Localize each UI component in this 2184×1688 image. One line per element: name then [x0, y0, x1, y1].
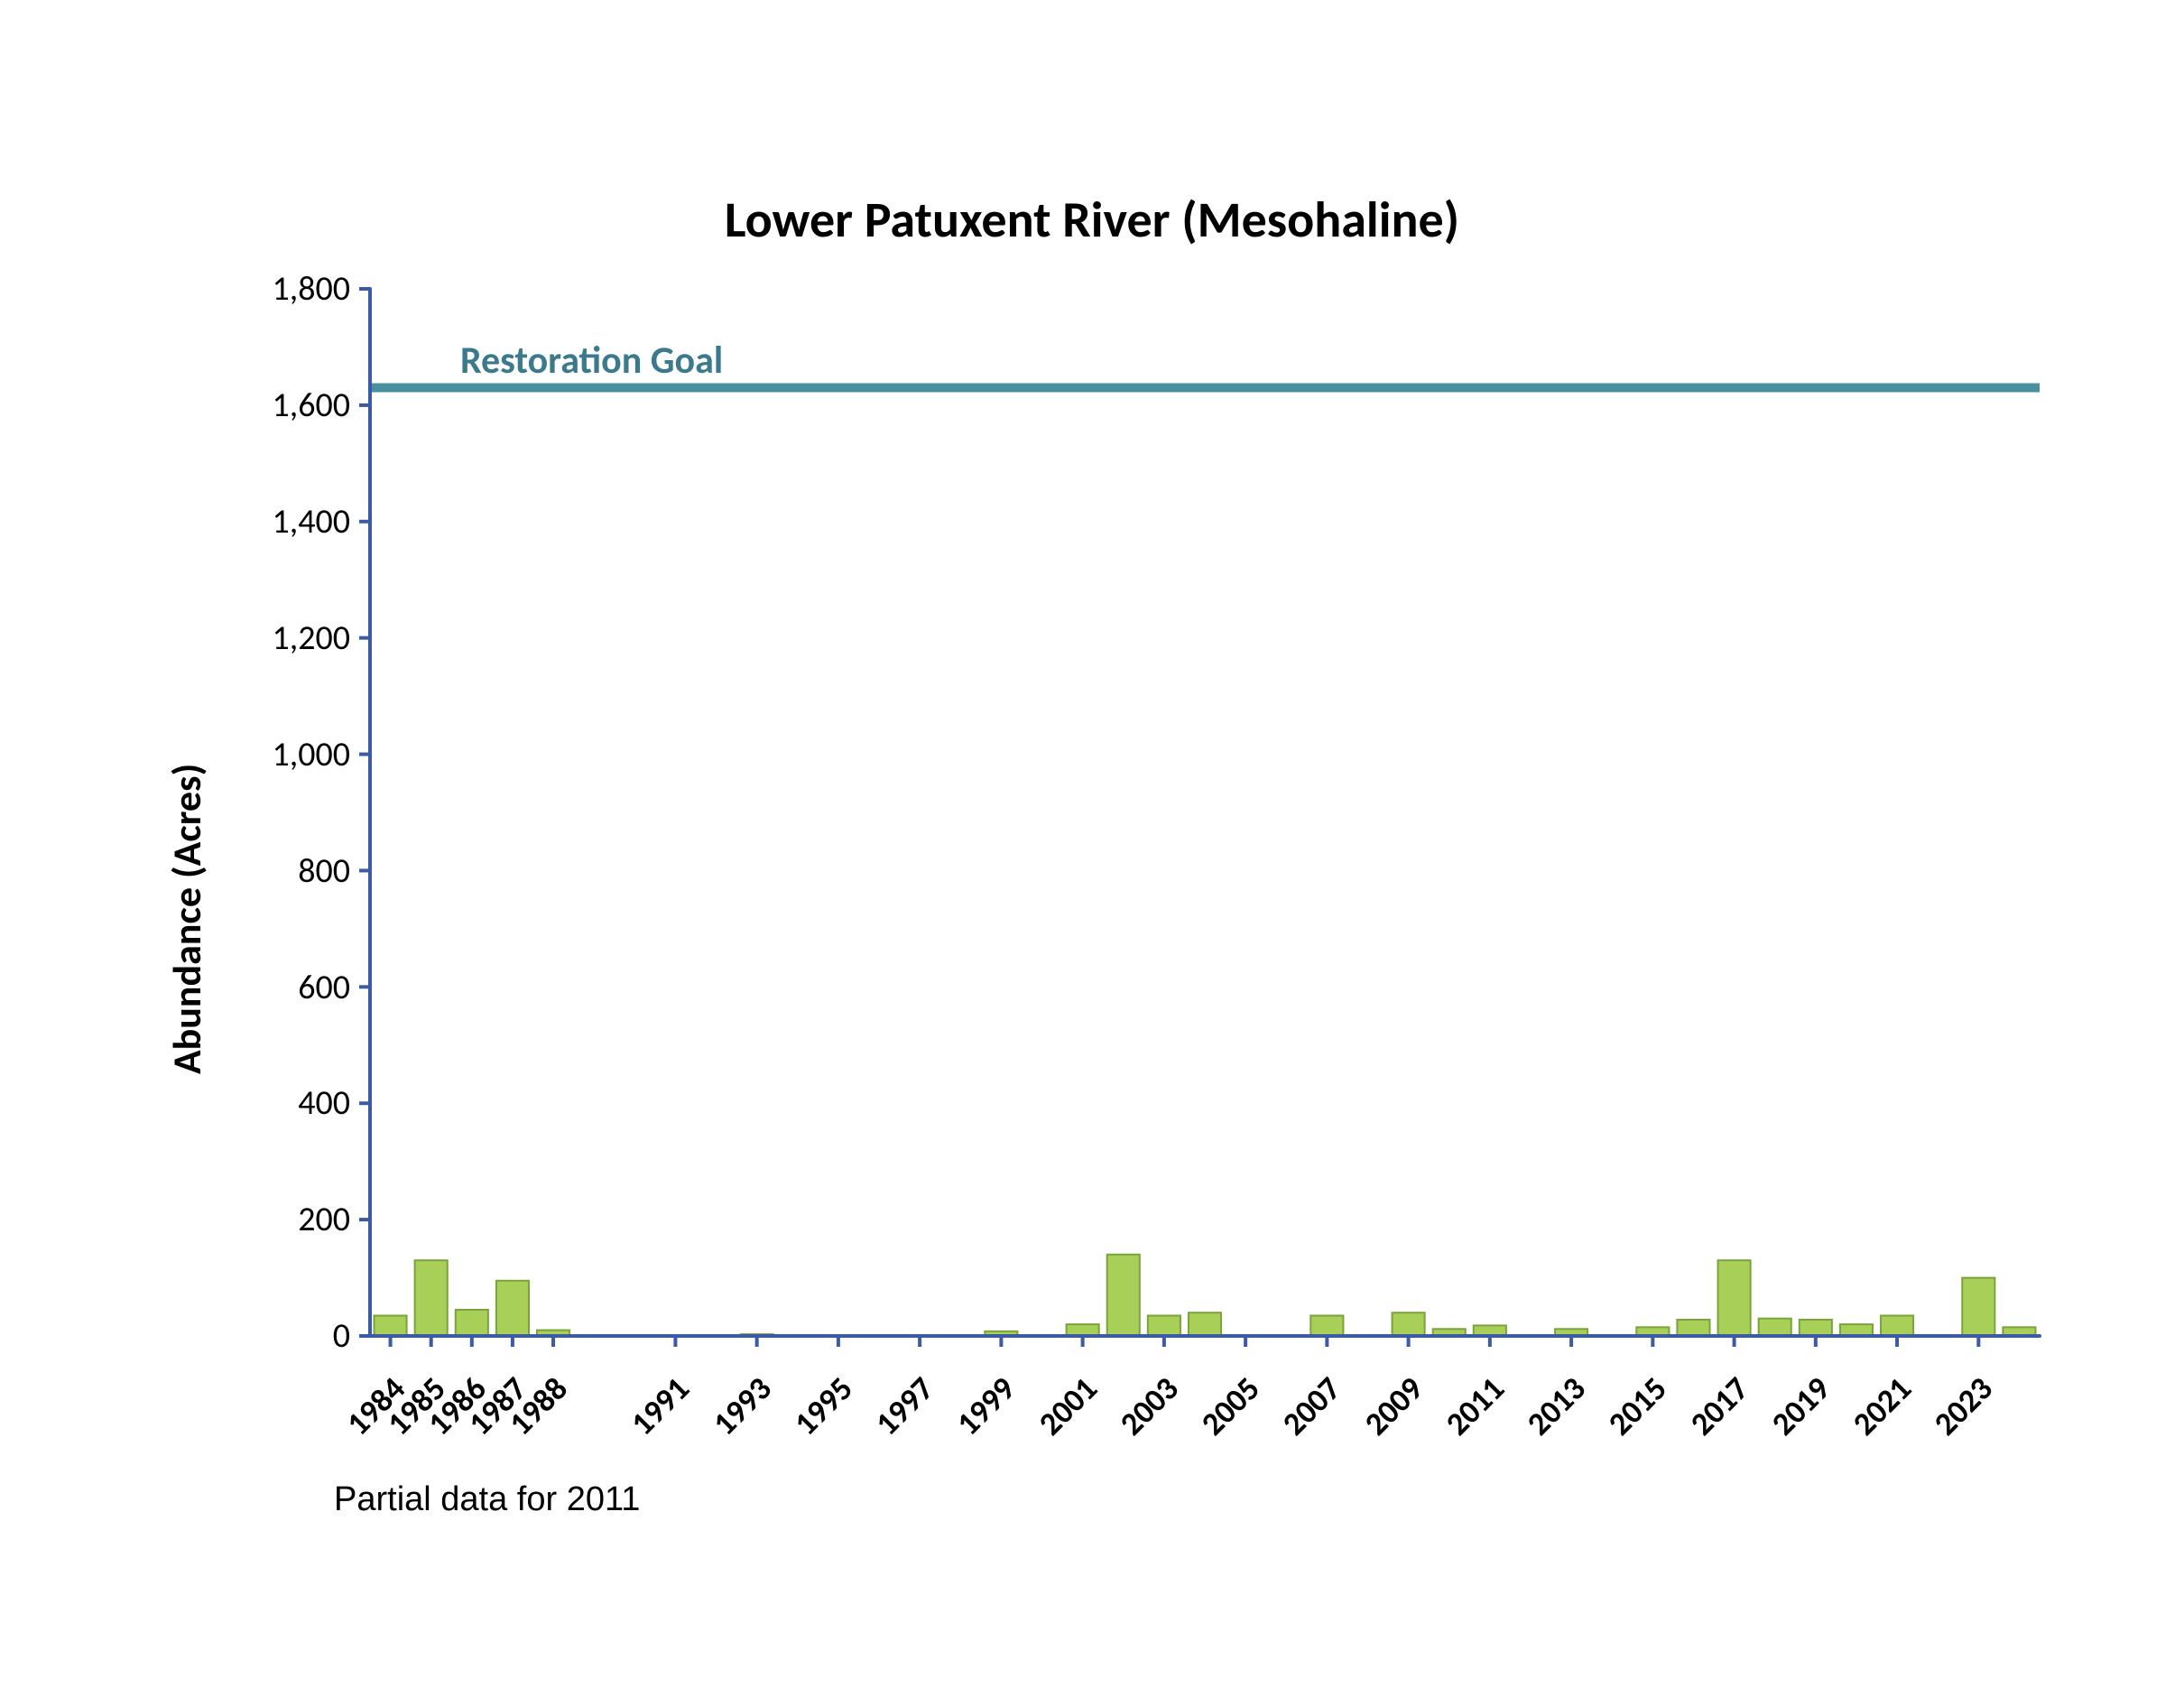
ytick-label: 400: [298, 1082, 350, 1124]
ytick-label: 1,600: [272, 385, 350, 426]
xtick-label: 1997: [867, 1368, 942, 1443]
xtick-label: 2009: [1356, 1368, 1431, 1443]
xtick-label: 2007: [1274, 1368, 1349, 1443]
plot-area: [370, 289, 2040, 1336]
xtick-label: 2021: [1845, 1368, 1920, 1443]
ytick-label: 1,200: [272, 617, 350, 659]
bar-2009: [1393, 1312, 1425, 1336]
ytick-label: 200: [298, 1199, 350, 1240]
xtick-label: 1995: [786, 1368, 861, 1443]
bar-2023: [1962, 1278, 1994, 1336]
xtick-label: 1999: [949, 1368, 1023, 1443]
xtick-label: 2003: [1112, 1368, 1187, 1443]
bar-2002: [1107, 1255, 1140, 1336]
bar-1984: [375, 1315, 407, 1336]
bar-2003: [1148, 1315, 1180, 1336]
chart-page: Lower Patuxent River (Mesohaline) Abunda…: [0, 0, 2184, 1688]
xtick-label: 2017: [1682, 1368, 1757, 1443]
xtick-label: 2001: [1031, 1368, 1106, 1443]
bar-1985: [415, 1260, 448, 1336]
bar-1986: [456, 1310, 488, 1336]
bar-2016: [1677, 1320, 1709, 1336]
ytick-label: 600: [298, 967, 350, 1008]
ytick-label: 800: [298, 850, 350, 892]
bar-2018: [1759, 1319, 1791, 1336]
ytick-label: 0: [333, 1315, 350, 1357]
xtick-label: 1993: [705, 1368, 780, 1443]
bar-2007: [1310, 1315, 1343, 1336]
ytick-label: 1,800: [272, 268, 350, 310]
bar-2017: [1718, 1260, 1751, 1336]
xtick-label: 2011: [1438, 1368, 1513, 1443]
ytick-label: 1,400: [272, 501, 350, 543]
xtick-label: 2023: [1926, 1368, 2001, 1443]
bar-2019: [1800, 1320, 1832, 1336]
bar-2021: [1881, 1315, 1913, 1336]
xtick-label: 2013: [1519, 1368, 1594, 1443]
xtick-label: 1991: [623, 1368, 698, 1443]
xtick-label: 2005: [1193, 1368, 1268, 1443]
ytick-label: 1,000: [272, 734, 350, 775]
xtick-label: 2015: [1600, 1368, 1675, 1443]
chart-title: Lower Patuxent River (Mesohaline): [0, 190, 2184, 251]
chart-svg: [370, 289, 2040, 1336]
footnote: Partial data for 2011: [334, 1480, 640, 1519]
bars-group: [375, 1255, 2036, 1336]
bar-1987: [496, 1281, 529, 1336]
y-axis-label: Abundance (Acres): [162, 764, 211, 1074]
bar-2004: [1189, 1312, 1221, 1336]
xtick-label: 2019: [1763, 1368, 1838, 1443]
